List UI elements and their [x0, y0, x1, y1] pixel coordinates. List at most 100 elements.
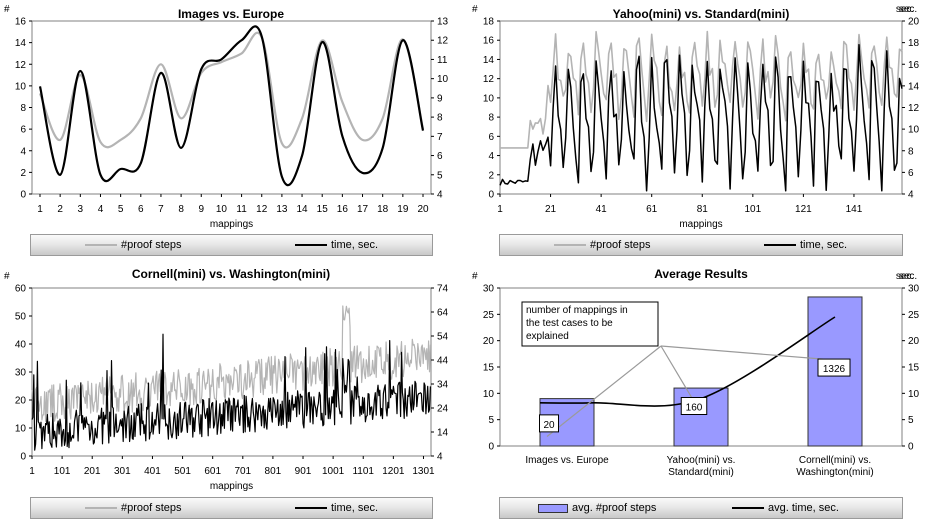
y-left-tick-label: 12	[483, 74, 495, 85]
x-tick-label: 18	[377, 204, 389, 215]
y-left-tick-label: 30	[483, 284, 495, 295]
category-label: Standard(mini)	[668, 467, 734, 478]
y-right-tick-label: 18	[908, 38, 920, 49]
y-right-tick-label: 4	[437, 190, 443, 201]
annotation-leader-line	[546, 345, 662, 437]
x-tick-label: 701	[234, 466, 251, 477]
y-right-tick-label: 4	[908, 190, 914, 201]
y-right-tick-label: 24	[437, 404, 449, 415]
y-right-tick-label: 13	[437, 17, 449, 28]
x-tick-label: 901	[295, 466, 312, 477]
y-right-tick-label: 10	[437, 74, 449, 85]
annotation-leader-line	[660, 345, 698, 407]
y-left-tick-label: 16	[15, 17, 27, 28]
y-left-tick-label: 40	[15, 340, 27, 351]
y-right-tick-label: 5	[908, 415, 914, 426]
legend-time-2: time, sec.	[764, 239, 847, 251]
y-right-tick-label: 64	[437, 308, 449, 319]
y-left-tick-label: 10	[483, 389, 495, 400]
data-label-box	[539, 414, 559, 433]
y-left-tick-label: 60	[15, 284, 27, 295]
y-right-tick-label: 6	[437, 151, 443, 162]
y-right-label-1: sec.	[899, 4, 917, 15]
x-tick-label: 141	[846, 204, 863, 215]
x-tick-label: 17	[357, 204, 369, 215]
y-right-tick-label: 34	[437, 380, 449, 391]
x-tick-label: 61	[646, 204, 658, 215]
y-left-tick-label: 12	[15, 60, 27, 71]
y-left-tick-label: 4	[20, 146, 26, 157]
x-tick-label: 1	[37, 204, 43, 215]
y-left-tick-label: 30	[15, 368, 27, 379]
y-left-tick-label: 10	[15, 424, 27, 435]
y-left-tick-label: 14	[15, 38, 27, 49]
x-tick-label: 21	[545, 204, 557, 215]
y-left-tick-label: 4	[488, 151, 494, 162]
y-left-tick-label: 6	[488, 132, 494, 143]
x-tick-label: 19	[397, 204, 409, 215]
series-time-2	[499, 43, 903, 192]
y-right-tick-label: 5	[437, 170, 443, 181]
x-tick-label: 13	[276, 204, 288, 215]
series-proof-steps-3	[31, 305, 431, 422]
y-left-tick-label: 6	[20, 125, 26, 136]
chart-title-2: Yahoo(mini) vs. Standard(mini)	[613, 7, 790, 21]
x-tick-label: 601	[204, 466, 221, 477]
x-tick-label: 1001	[322, 466, 345, 477]
chart-title-3: Cornell(mini) vs. Washington(mini)	[132, 267, 330, 281]
data-label-box	[817, 358, 851, 377]
y-right-tick-label: 9	[437, 93, 443, 104]
y-right-tick-label: 10	[908, 125, 920, 136]
x-tick-label: 1	[29, 466, 35, 477]
y-left-tick-label: 0	[488, 190, 494, 201]
x-tick-label: 12	[256, 204, 268, 215]
x-tick-label: 10	[216, 204, 228, 215]
y-right-tick-label: 0	[908, 442, 914, 453]
legend-proof-2: #proof steps	[554, 239, 651, 251]
y-left-tick-label: 15	[483, 363, 495, 374]
data-label-box	[680, 397, 708, 415]
x-axis-label-3: mappings	[210, 481, 253, 492]
y-left-tick-label: 2	[488, 170, 494, 181]
x-tick-label: 401	[144, 466, 161, 477]
annotation-text: explained	[526, 331, 569, 342]
x-tick-label: 4	[98, 204, 104, 215]
annotation-box	[521, 301, 659, 347]
y-left-tick-label: 10	[483, 93, 495, 104]
y-right-tick-label: 30	[908, 284, 920, 295]
legend-panel-2: #proof steps time, sec.	[499, 234, 903, 256]
y-left-tick-label: 20	[15, 396, 27, 407]
y-left-tick-label: 50	[15, 312, 27, 323]
y-left-tick-label: 2	[20, 168, 26, 179]
category-label: Images vs. Europe	[525, 455, 609, 466]
series-time-1	[38, 25, 425, 187]
annotation-text: the test cases to be	[526, 318, 613, 329]
y-right-tick-label: 4	[437, 452, 443, 463]
y-right-label-3: sec.	[899, 271, 917, 282]
series-time-3	[31, 333, 431, 451]
x-tick-label: 101	[744, 204, 761, 215]
x-tick-label: 6	[138, 204, 144, 215]
annotation-text: number of mappings in	[526, 305, 628, 316]
x-tick-label: 15	[317, 204, 329, 215]
x-tick-label: 1201	[382, 466, 405, 477]
series-proof-steps-2	[500, 30, 903, 149]
x-tick-label: 121	[795, 204, 812, 215]
y-right-label-2: sec.	[896, 4, 914, 15]
y-left-label-1: #	[4, 4, 10, 15]
y-left-label-2: #	[472, 4, 478, 15]
y-right-tick-label: 8	[908, 146, 914, 157]
x-tick-label: 41	[596, 204, 608, 215]
y-right-tick-label: 74	[437, 284, 449, 295]
y-right-tick-label: 25	[908, 310, 920, 321]
y-right-tick-label: 11	[437, 55, 448, 66]
y-left-tick-label: 8	[488, 113, 494, 124]
plot-area-3	[31, 287, 432, 457]
x-tick-label: 301	[114, 466, 131, 477]
category-label: Washington(mini)	[796, 467, 873, 478]
series-avg-time	[539, 316, 836, 407]
y-left-tick-label: 20	[483, 336, 495, 347]
legend-panel-1: #proof steps time, sec.	[30, 234, 433, 256]
x-tick-label: 5	[118, 204, 124, 215]
x-tick-label: 14	[296, 204, 308, 215]
